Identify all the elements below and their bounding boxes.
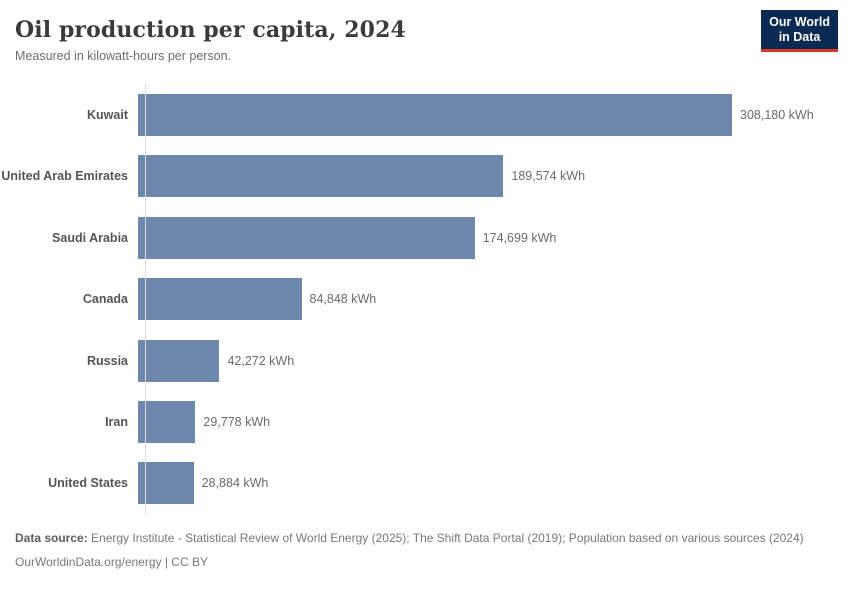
chart-footer: Data source: Energy Institute - Statisti…	[0, 529, 850, 571]
country-label: Saudi Arabia	[52, 230, 128, 245]
value-label: 84,848 kWh	[309, 292, 377, 307]
bar	[138, 155, 504, 198]
chart-header: Oil production per capita, 2024 Measured…	[0, 0, 850, 63]
owid-logo-line1: Our World	[769, 15, 830, 29]
bar-chart: Kuwait 308,180 kWh United Arab Emirates …	[0, 84, 850, 515]
bar	[138, 401, 196, 444]
value-label: 174,699 kWh	[482, 230, 557, 245]
data-source-label: Data source:	[15, 531, 88, 546]
value-label: 308,180 kWh	[740, 108, 814, 123]
value-label: 189,574 kWh	[511, 169, 586, 184]
bar	[138, 278, 302, 321]
license-line: OurWorldinData.org/energy | CC BY	[15, 555, 208, 570]
bar-track: 308,180 kWh	[137, 94, 850, 137]
bar-track: 189,574 kWh	[137, 155, 850, 198]
bar-track: 28,884 kWh	[137, 462, 850, 505]
bar-track: 42,272 kWh	[137, 339, 850, 382]
chart-title: Oil production per capita, 2024	[15, 17, 406, 43]
bar-row: Russia 42,272 kWh	[0, 330, 850, 391]
bar-row: Iran 29,778 kWh	[0, 391, 850, 452]
bar-rows: Kuwait 308,180 kWh United Arab Emirates …	[0, 84, 850, 514]
value-label: 28,884 kWh	[201, 476, 269, 491]
owid-logo: Our World in Data	[761, 10, 838, 52]
country-label: Kuwait	[87, 108, 128, 123]
bar	[138, 339, 220, 382]
bar	[138, 94, 732, 137]
bar-row: United Arab Emirates 189,574 kWh	[0, 146, 850, 207]
data-source-line: Data source: Energy Institute - Statisti…	[15, 529, 835, 547]
data-source-text: Energy Institute - Statistical Review of…	[87, 531, 804, 546]
country-label: United Arab Emirates	[1, 169, 128, 184]
bar	[138, 462, 194, 505]
bar-row: Kuwait 308,180 kWh	[0, 84, 850, 145]
country-label: United States	[48, 476, 128, 491]
bar-track: 174,699 kWh	[137, 216, 850, 259]
country-label: Iran	[105, 415, 128, 430]
country-label: Russia	[87, 353, 128, 368]
country-label: Canada	[82, 292, 128, 307]
value-label: 29,778 kWh	[203, 415, 271, 430]
bar-row: United States 28,884 kWh	[0, 453, 850, 514]
owid-logo-line2: in Data	[778, 30, 821, 45]
y-axis-line	[145, 84, 146, 515]
bar-track: 84,848 kWh	[137, 278, 850, 321]
bar-row: Saudi Arabia 174,699 kWh	[0, 207, 850, 268]
bar	[138, 216, 475, 259]
bar-track: 29,778 kWh	[137, 401, 850, 444]
bar-row: Canada 84,848 kWh	[0, 269, 850, 330]
value-label: 42,272 kWh	[227, 353, 295, 368]
chart-subtitle: Measured in kilowatt-hours per person.	[15, 49, 232, 64]
